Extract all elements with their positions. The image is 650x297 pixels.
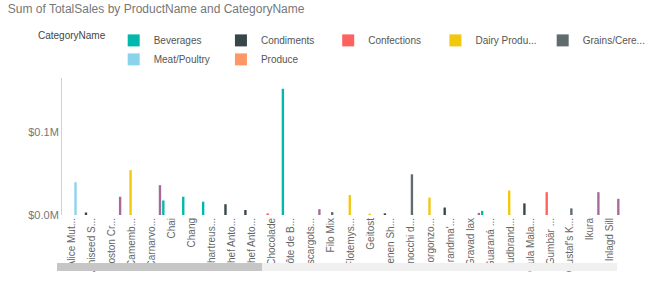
svg-text:Alice Mut...: Alice Mut... [66,218,77,267]
svg-text:Gravad lax: Gravad lax [465,218,476,266]
svg-text:Gustaf's K...: Gustaf's K... [564,218,576,273]
svg-text:Inlagd Sill: Inlagd Sill [604,218,615,261]
svg-text:Grains/Cere...: Grains/Cere... [583,35,645,46]
svg-text:Chang: Chang [186,218,197,247]
svg-text:Dairy Produ...: Dairy Produ... [475,35,536,46]
svg-text:Meat/Poultry: Meat/Poultry [154,54,210,65]
svg-text:$0.1M: $0.1M [28,126,59,138]
svg-text:Chef Anto...: Chef Anto... [225,218,237,271]
svg-text:Gula Mala...: Gula Mala... [524,218,536,272]
svg-text:Camemb...: Camemb... [126,218,137,267]
svg-text:Aniseed S...: Aniseed S... [86,218,98,272]
svg-text:Produce: Produce [261,54,299,65]
svg-text:Condiments: Condiments [261,35,314,46]
svg-text:Gorgonzo...: Gorgonzo... [424,218,436,271]
svg-text:Boston Cr...: Boston Cr... [106,218,118,271]
svg-text:CategoryName: CategoryName [38,30,106,41]
svg-text:Beverages: Beverages [154,35,202,46]
svg-text:$0.0M: $0.0M [28,209,59,221]
svg-text:Genen Sh...: Genen Sh... [385,218,397,272]
svg-text:Grandma'...: Grandma'... [444,218,456,270]
svg-text:Filo Mix: Filo Mix [325,218,336,252]
svg-text:Flotemys...: Flotemys... [345,218,356,267]
svg-text:Carnarvo...: Carnarvo... [146,218,157,267]
svg-text:Côte de B...: Côte de B... [285,218,297,271]
svg-text:Gudbrand...: Gudbrand... [504,218,516,271]
svg-text:Chai: Chai [166,218,177,239]
svg-text:Confections: Confections [368,35,421,46]
svg-text:Gumbär ...: Gumbär ... [545,218,556,265]
svg-text:Guaraná ...: Guaraná ... [485,218,496,268]
svg-text:Sum of TotalSales by ProductNa: Sum of TotalSales by ProductName and Cat… [8,2,305,16]
svg-text:Chef Anto...: Chef Anto... [245,218,257,271]
svg-text:Ikura: Ikura [584,218,595,241]
svg-text:Chartreus...: Chartreus... [205,218,217,271]
svg-text:Escargots...: Escargots... [305,218,317,271]
svg-text:Gnocchi d...: Gnocchi d... [405,218,416,272]
svg-text:Geitost: Geitost [365,218,376,250]
svg-text:Chocolade: Chocolade [266,218,277,266]
